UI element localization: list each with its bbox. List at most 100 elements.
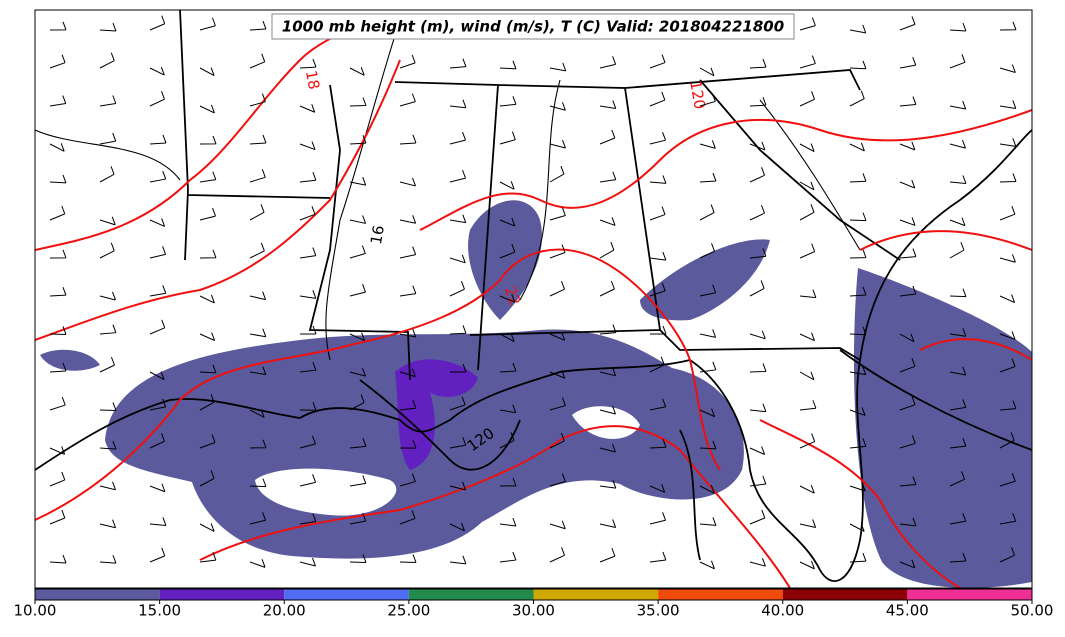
wind-barb xyxy=(849,212,867,222)
wind-barb xyxy=(49,446,66,455)
wind-barb xyxy=(49,362,67,373)
wind-barb xyxy=(999,100,1017,109)
wind-barb xyxy=(849,90,865,107)
wind-barb xyxy=(999,547,1015,563)
colorbar-segment xyxy=(907,589,1032,600)
wind-barb xyxy=(399,246,417,259)
wind-barb xyxy=(449,58,467,69)
wind-shading xyxy=(853,268,1032,588)
wind-barb xyxy=(749,363,767,373)
wind-barb xyxy=(449,363,467,373)
wind-barb xyxy=(349,67,365,76)
wind-barb xyxy=(299,290,317,299)
wind-barb xyxy=(699,243,715,259)
wind-barb xyxy=(699,140,716,149)
wind-shading-strong xyxy=(395,359,478,470)
wind-barb xyxy=(999,206,1016,221)
wind-barb xyxy=(49,287,67,297)
wind-barb xyxy=(749,403,767,413)
wind-barb xyxy=(849,60,867,70)
wind-barb xyxy=(599,519,617,528)
colorbar-tick-label: 50.00 xyxy=(1011,602,1054,620)
wind-barb xyxy=(149,15,166,31)
wind-barb xyxy=(199,135,217,145)
wind-barb xyxy=(199,470,215,487)
wind-barb xyxy=(149,371,165,381)
wind-barb xyxy=(149,433,165,449)
wind-barb xyxy=(699,560,715,570)
wind-barb xyxy=(849,173,867,183)
wind-barb xyxy=(249,559,266,568)
wind-barb xyxy=(699,172,717,183)
wind-barb xyxy=(199,434,216,449)
wind-barb xyxy=(899,285,917,297)
wind-barb xyxy=(399,134,417,145)
wind-barb xyxy=(349,176,367,186)
wind-barb xyxy=(549,207,566,221)
wind-barb xyxy=(199,551,217,563)
wind-barb xyxy=(499,243,516,259)
wind-barb xyxy=(949,471,965,487)
wind-barb xyxy=(749,509,766,525)
wind-barb xyxy=(549,397,566,411)
wind-barb xyxy=(249,93,266,107)
wind-barb xyxy=(149,134,167,145)
wind-barb xyxy=(549,547,565,563)
wind-barb xyxy=(649,206,666,221)
wind-barb xyxy=(799,371,815,381)
wind-barb xyxy=(849,407,866,416)
wind-barb xyxy=(849,366,867,376)
wind-barb xyxy=(49,249,67,259)
wind-barb xyxy=(349,245,366,259)
wind-barb xyxy=(49,21,67,31)
wind-barb xyxy=(499,217,516,227)
wind-barb xyxy=(549,332,566,341)
wind-barb xyxy=(299,325,317,335)
wind-barb xyxy=(449,396,466,411)
contour-label: 16 xyxy=(367,224,388,246)
wind-barb xyxy=(599,443,616,453)
wind-barb xyxy=(199,249,217,259)
wind-barb xyxy=(399,328,417,338)
wind-barb xyxy=(299,206,316,221)
colorbar-tick-label: 25.00 xyxy=(387,602,430,620)
wind-barb xyxy=(449,131,466,145)
wind-barb xyxy=(449,437,467,449)
wind-barb xyxy=(99,166,115,183)
wind-barb xyxy=(649,251,667,261)
wind-barb xyxy=(649,439,667,449)
wind-barb xyxy=(799,17,816,31)
wind-barb xyxy=(899,559,916,569)
wind-barb xyxy=(249,134,267,145)
wind-barb xyxy=(799,289,817,299)
wind-barb xyxy=(149,246,167,259)
wind-barb xyxy=(799,91,816,107)
wind-barb xyxy=(149,547,166,563)
wind-barb xyxy=(749,141,766,151)
colorbar-segment xyxy=(159,589,285,600)
wind-barb xyxy=(249,512,267,525)
wind-barb xyxy=(699,485,715,494)
wind-barb xyxy=(549,165,565,183)
wind-barb xyxy=(999,400,1017,411)
wind-barb xyxy=(649,54,666,69)
wind-barb xyxy=(349,332,366,342)
wind-barb xyxy=(599,171,617,183)
wind-barb xyxy=(999,254,1016,263)
wind-barb xyxy=(649,484,666,493)
wind-barb xyxy=(49,396,66,411)
wind-barb xyxy=(499,96,517,107)
colorbar-segment xyxy=(35,589,160,600)
colorbar-tick-label: 20.00 xyxy=(263,602,306,620)
wind-barb xyxy=(799,433,816,449)
wind-barb xyxy=(99,324,117,335)
wind-barb xyxy=(949,437,967,449)
temperature-contour xyxy=(35,248,721,521)
wind-barb xyxy=(749,280,765,297)
wind-barb xyxy=(799,485,815,494)
wind-barb xyxy=(749,475,767,487)
wind-barb xyxy=(499,333,515,342)
wind-barb xyxy=(599,56,617,69)
wind-barb xyxy=(749,330,766,340)
wind-barb xyxy=(599,280,615,297)
